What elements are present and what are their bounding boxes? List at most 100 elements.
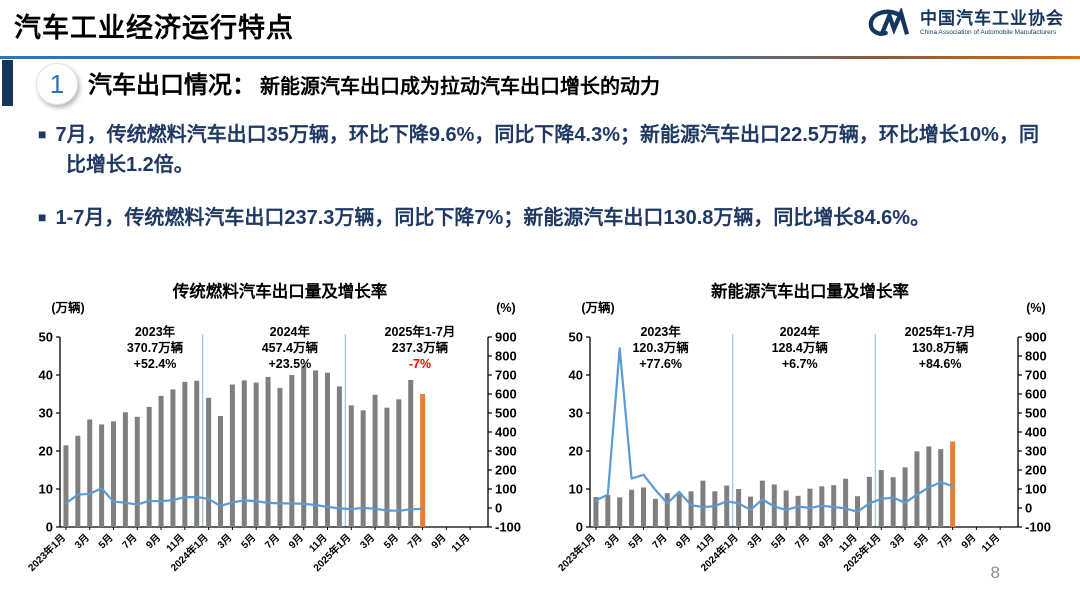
svg-text:3月: 3月 (358, 532, 377, 551)
svg-text:400: 400 (1025, 425, 1047, 440)
section-title-text: 汽车出口情况： (88, 72, 256, 99)
svg-text:900: 900 (495, 330, 517, 345)
svg-text:9月: 9月 (429, 532, 448, 551)
svg-text:7月: 7月 (793, 532, 812, 551)
svg-text:+84.6%: +84.6% (919, 357, 962, 371)
svg-text:600: 600 (1025, 387, 1047, 402)
svg-text:9月: 9月 (674, 532, 693, 551)
svg-text:5月: 5月 (381, 532, 400, 551)
svg-text:10: 10 (569, 482, 583, 497)
page-number: 8 (990, 563, 1000, 582)
svg-text:7月: 7月 (263, 532, 282, 551)
svg-text:7月: 7月 (650, 532, 669, 551)
page-title: 汽车工业经济运行特点 (14, 13, 294, 43)
chart-title: 传统燃料汽车出口量及增长率 (172, 281, 388, 301)
bullet-text: 7月，传统燃料汽车出口35万辆，环比下降9.6%，同比下降4.3%；新能源汽车出… (55, 124, 1039, 177)
svg-text:3月: 3月 (215, 532, 234, 551)
bar-series (593, 441, 956, 527)
svg-text:7月: 7月 (935, 532, 954, 551)
svg-text:9月: 9月 (959, 532, 978, 551)
svg-text:+77.6%: +77.6% (639, 357, 682, 371)
svg-text:9月: 9月 (816, 532, 835, 551)
right-axis-ticks: 900 800 700 600 500 400 300 200 100 0 -100 (1018, 330, 1051, 535)
svg-text:20: 20 (39, 444, 53, 459)
svg-text:5月: 5月 (911, 532, 930, 551)
svg-text:400: 400 (495, 425, 517, 440)
section-subtitle: 新能源汽车出口成为拉动汽车出口增长的动力 (260, 76, 660, 98)
bullet-list: ■ 7月，传统燃料汽车出口35万辆，环比下降9.6%，同比下降4.3%；新能源汽车… (38, 120, 1054, 255)
svg-text:5月: 5月 (96, 532, 115, 551)
chart-canvas: 新能源汽车出口量及增长率 (万辆) (%) 0 10 20 30 40 50 900 800 700 6… (555, 281, 1051, 574)
logo-text: 中国汽车工业协会 China Association of Automobile… (920, 9, 1064, 36)
fuel-export-chart: 传统燃料汽车出口量及增长率 (万辆) (%) 0 10 20 30 40 50 900 800 700… (25, 272, 535, 604)
svg-text:11月: 11月 (979, 532, 1002, 555)
svg-text:2023年1月: 2023年1月 (25, 531, 68, 574)
svg-text:0: 0 (495, 501, 502, 516)
left-axis-unit: (万辆) (51, 300, 84, 315)
right-axis-unit: (%) (496, 301, 515, 315)
svg-text:9月: 9月 (144, 532, 163, 551)
svg-text:300: 300 (1025, 444, 1047, 459)
svg-text:2024年: 2024年 (780, 324, 821, 339)
bullet-item: ■ 7月，传统燃料汽车出口35万辆，环比下降9.6%，同比下降4.3%；新能源汽车… (38, 120, 1054, 181)
svg-text:200: 200 (495, 463, 517, 478)
svg-text:5月: 5月 (769, 532, 788, 551)
svg-text:700: 700 (1025, 368, 1047, 383)
svg-text:2023年1月: 2023年1月 (555, 531, 598, 574)
svg-text:30: 30 (39, 406, 53, 421)
svg-text:100: 100 (495, 482, 517, 497)
svg-text:3月: 3月 (745, 532, 764, 551)
svg-text:10: 10 (39, 482, 53, 497)
svg-text:2024年: 2024年 (270, 324, 311, 339)
svg-text:30: 30 (569, 406, 583, 421)
svg-text:0: 0 (1025, 501, 1032, 516)
left-axis-ticks: 0 10 20 30 40 50 (569, 330, 590, 535)
svg-text:200: 200 (1025, 463, 1047, 478)
svg-text:+6.7%: +6.7% (782, 357, 818, 371)
section-number-badge: 1 (36, 63, 78, 105)
svg-text:50: 50 (39, 330, 53, 345)
svg-text:800: 800 (1025, 349, 1047, 364)
bar-series (63, 365, 426, 527)
svg-text:-7%: -7% (409, 357, 431, 371)
section-header: 汽车出口情况： 新能源汽车出口成为拉动汽车出口增长的动力 (88, 66, 660, 107)
growth-line-series (64, 487, 424, 512)
svg-text:130.8万辆: 130.8万辆 (912, 340, 969, 355)
growth-line-series (594, 347, 954, 513)
svg-text:7月: 7月 (405, 532, 424, 551)
right-axis-unit: (%) (1026, 301, 1045, 315)
caam-logo: 中国汽车工业协会 China Association of Automobile… (865, 8, 1064, 38)
svg-text:40: 40 (39, 368, 53, 383)
header-divider (0, 56, 1080, 59)
svg-text:-100: -100 (1025, 520, 1051, 535)
svg-text:5月: 5月 (239, 532, 258, 551)
svg-text:3月: 3月 (72, 532, 91, 551)
svg-text:500: 500 (1025, 406, 1047, 421)
svg-text:500: 500 (495, 406, 517, 421)
chart-canvas: 传统燃料汽车出口量及增长率 (万辆) (%) 0 10 20 30 40 50 900 800 700… (25, 281, 521, 574)
svg-text:40: 40 (569, 368, 583, 383)
svg-text:0: 0 (576, 520, 583, 535)
bullet-text: 1-7月，传统燃料汽车出口237.3万辆，同比下降7%；新能源汽车出口130.8… (55, 206, 931, 229)
svg-text:800: 800 (495, 349, 517, 364)
svg-text:+23.5%: +23.5% (268, 357, 311, 371)
logo-name-cn: 中国汽车工业协会 (920, 9, 1064, 29)
svg-text:900: 900 (1025, 330, 1047, 345)
svg-text:600: 600 (495, 387, 517, 402)
svg-text:5月: 5月 (626, 532, 645, 551)
svg-text:457.4万辆: 457.4万辆 (262, 340, 319, 355)
caam-logo-icon (865, 8, 913, 38)
svg-text:100: 100 (1025, 482, 1047, 497)
svg-text:2025年1-7月: 2025年1-7月 (905, 324, 976, 339)
svg-text:20: 20 (569, 444, 583, 459)
year-separators (202, 334, 346, 527)
svg-text:3月: 3月 (888, 532, 907, 551)
bullet-item: ■ 1-7月，传统燃料汽车出口237.3万辆，同比下降7%；新能源汽车出口130.… (38, 203, 1054, 233)
svg-text:300: 300 (495, 444, 517, 459)
svg-text:370.7万辆: 370.7万辆 (127, 340, 184, 355)
